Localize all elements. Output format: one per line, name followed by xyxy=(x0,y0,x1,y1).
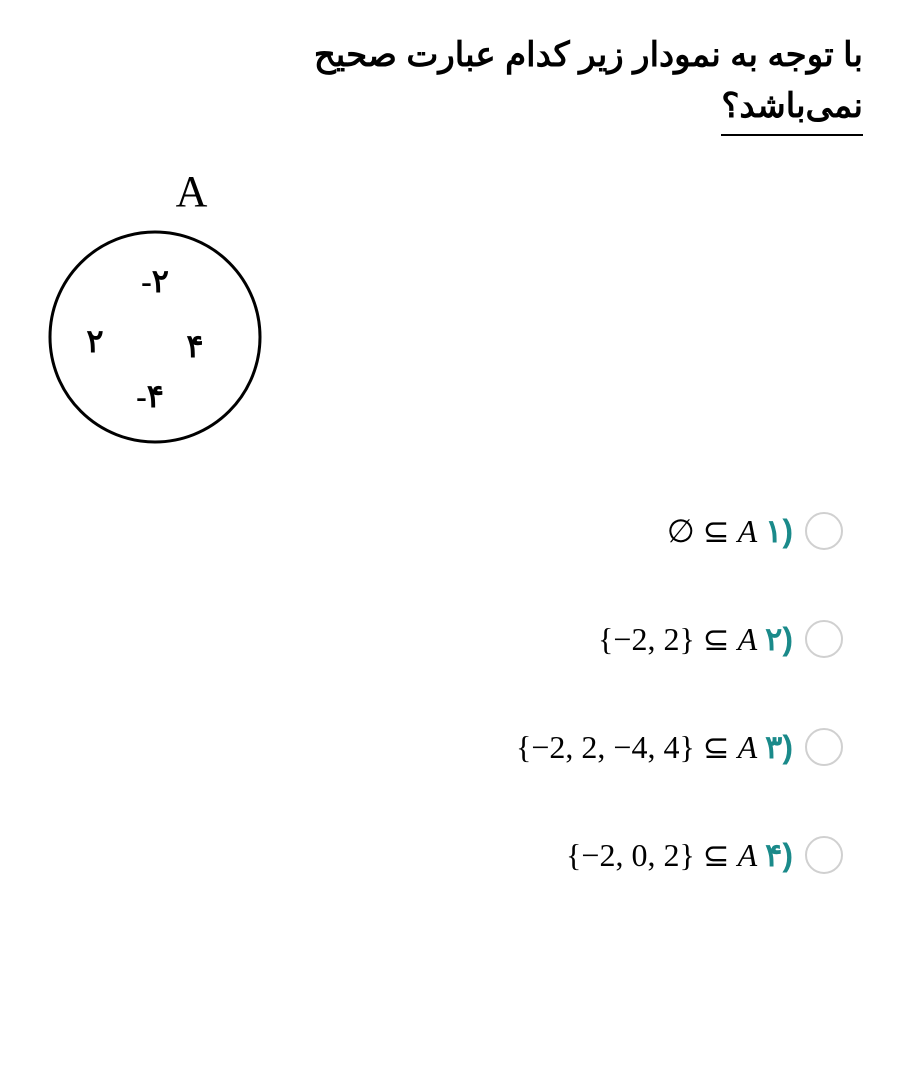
diagram-container: A -۲ ۲ ۴ -۴ xyxy=(40,166,303,452)
option-4[interactable]: ۴) {−2, 0, 2} ⊆ A xyxy=(40,836,863,874)
element-bottom: -۴ xyxy=(136,378,164,414)
question-line1: با توجه به نمودار زیر کدام عبارت صحیح xyxy=(314,36,863,74)
set-label: A xyxy=(80,166,303,217)
question-text: با توجه به نمودار زیر کدام عبارت صحیح نم… xyxy=(40,30,863,136)
option-number: ۲) xyxy=(765,620,793,658)
radio-icon[interactable] xyxy=(805,620,843,658)
option-math: {−2, 0, 2} ⊆ A xyxy=(566,836,757,874)
options-list: ۱) ∅ ⊆ A ۲) {−2, 2} ⊆ A ۳) {−2, 2, −4, 4… xyxy=(40,512,863,874)
option-math: {−2, 2} ⊆ A xyxy=(598,620,757,658)
option-3[interactable]: ۳) {−2, 2, −4, 4} ⊆ A xyxy=(40,728,863,766)
option-2[interactable]: ۲) {−2, 2} ⊆ A xyxy=(40,620,863,658)
option-1[interactable]: ۱) ∅ ⊆ A xyxy=(40,512,863,550)
element-top: -۲ xyxy=(141,263,169,299)
option-math: ∅ ⊆ A xyxy=(667,512,757,550)
venn-diagram: -۲ ۲ ۴ -۴ xyxy=(40,222,270,452)
element-left: ۲ xyxy=(86,323,103,359)
radio-icon[interactable] xyxy=(805,836,843,874)
option-number: ۳) xyxy=(765,728,793,766)
option-number: ۱) xyxy=(765,512,793,550)
radio-icon[interactable] xyxy=(805,512,843,550)
element-right: ۴ xyxy=(186,328,203,364)
option-number: ۴) xyxy=(765,836,793,874)
option-math: {−2, 2, −4, 4} ⊆ A xyxy=(516,728,757,766)
question-line2: نمی‌باشد؟ xyxy=(721,81,863,136)
radio-icon[interactable] xyxy=(805,728,843,766)
